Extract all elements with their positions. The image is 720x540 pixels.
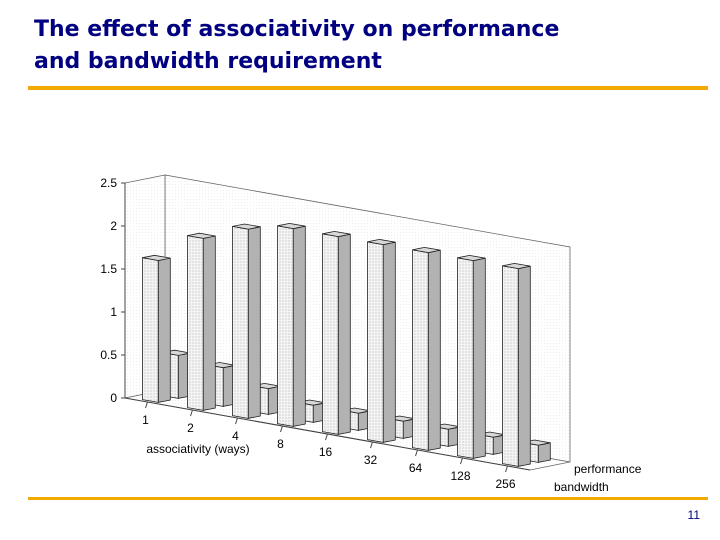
bar-side-face — [247, 226, 261, 419]
bar-top-face — [322, 230, 351, 238]
bar-performance-2 — [187, 232, 216, 411]
bar-front-face — [367, 241, 384, 443]
x-tick-32 — [370, 441, 373, 449]
slide-title: The effect of associativity on performan… — [34, 14, 694, 78]
x-tick-8 — [280, 425, 283, 433]
x-tick-4 — [235, 417, 238, 425]
bar-side-face — [157, 257, 171, 403]
x-tick-label-16: 16 — [319, 445, 333, 459]
bar-performance-4 — [232, 223, 261, 419]
footer-divider — [28, 497, 708, 500]
x-tick-label-64: 64 — [409, 461, 423, 475]
bar-front-face — [232, 225, 249, 419]
title-line-1: The effect of associativity on performan… — [34, 17, 560, 42]
y-tick-label-5: 2.5 — [100, 176, 117, 190]
bar-top-face — [142, 254, 171, 261]
x-tick-label-8: 8 — [277, 437, 284, 451]
bar-top-face — [277, 222, 306, 230]
x-axis-title: associativity (ways) — [146, 442, 249, 456]
bar-front-face — [277, 225, 294, 427]
bar-front-face — [142, 257, 159, 403]
y-tick-label-3: 1.5 — [100, 262, 117, 276]
x-tick-16 — [325, 433, 328, 441]
bar-front-face — [412, 249, 429, 451]
x-tick-label-1: 1 — [142, 413, 149, 427]
bar-front-face — [502, 265, 519, 467]
bar-side-face — [517, 265, 531, 467]
bar-front-face — [187, 235, 204, 411]
bar-side-face — [337, 233, 351, 435]
bar-performance-64 — [412, 246, 441, 451]
bar-performance-32 — [367, 238, 396, 443]
x-axis: 1 2 4 8 16 32 64 128 256 — [124, 397, 531, 491]
y-axis: 0 0.5 1 1.5 2 2.5 — [100, 176, 126, 405]
bar-top-face — [412, 246, 441, 254]
y-tick-label-1: 0.5 — [100, 348, 117, 362]
x-tick-label-32: 32 — [364, 453, 378, 467]
x-tick-2 — [190, 409, 193, 417]
bar-performance-8 — [277, 222, 306, 427]
bar-top-face — [457, 254, 486, 262]
bar-top-face — [367, 238, 396, 246]
x-tick-label-256: 256 — [495, 477, 515, 491]
bar-front-face — [457, 257, 474, 459]
bar-side-face — [427, 249, 441, 451]
chart-labels: performance bandwidth associativity (ways) — [146, 442, 641, 494]
y-tick-label-4: 2 — [110, 219, 117, 233]
y-tick-label-0: 0 — [110, 391, 117, 405]
bar-side-face — [472, 257, 486, 459]
y-tick-label-2: 1 — [110, 305, 117, 319]
bar-side-face — [382, 241, 396, 443]
series-label-bandwidth: bandwidth — [554, 480, 609, 494]
series-label-performance: performance — [574, 462, 642, 476]
bar-top-face — [502, 262, 531, 270]
bar-performance-16 — [322, 230, 351, 435]
chart-bars — [142, 222, 551, 467]
x-tick-1 — [145, 401, 148, 409]
bar-side-face — [292, 225, 306, 427]
x-tick-128 — [460, 457, 463, 465]
x-tick-label-128: 128 — [450, 469, 470, 483]
bar-performance-1 — [142, 254, 171, 403]
x-tick-label-4: 4 — [232, 429, 239, 443]
bar-top-face — [187, 232, 216, 239]
bar-front-face — [322, 233, 339, 435]
page-number: 11 — [687, 508, 700, 522]
bar-side-face — [202, 235, 216, 411]
x-tick-label-2: 2 — [187, 421, 194, 435]
bar-side-face — [537, 442, 551, 463]
bar-top-face — [232, 223, 261, 230]
bar-performance-128 — [457, 254, 486, 459]
x-tick-64 — [415, 449, 418, 457]
title-line-2: and bandwidth requirement — [34, 49, 382, 74]
title-divider — [28, 86, 708, 90]
bar-performance-256 — [502, 262, 531, 467]
x-tick-256 — [505, 465, 508, 473]
